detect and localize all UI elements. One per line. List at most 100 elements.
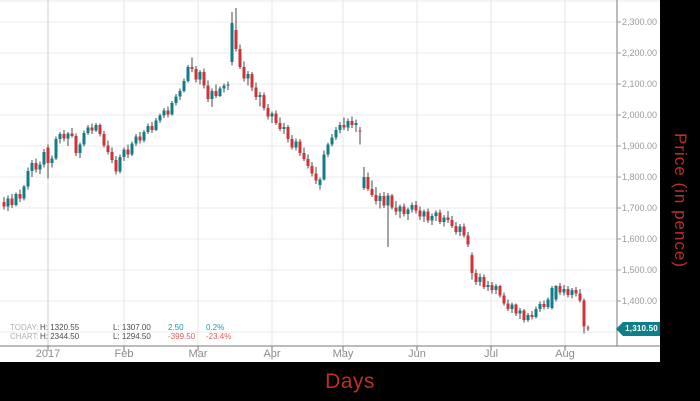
- candle-down: [110, 152, 114, 160]
- candle-up: [66, 133, 70, 139]
- y-tick-label: 1,700.00: [622, 203, 658, 213]
- candle-up: [562, 289, 566, 293]
- candle-up: [222, 85, 226, 89]
- candle-up: [142, 132, 146, 141]
- candle-up: [334, 129, 338, 138]
- candle-down: [310, 166, 314, 174]
- candle-down: [390, 195, 394, 208]
- legend-today-low: L: 1307.00: [113, 323, 151, 332]
- candle-down: [266, 108, 270, 117]
- candle-up: [338, 124, 342, 130]
- candle-down: [150, 125, 154, 130]
- candle-down: [202, 72, 206, 86]
- legend-row-today: TODAY: H: 1320.55 L: 1307.00 2.50 0.2%: [10, 323, 260, 332]
- candle-down: [462, 226, 466, 236]
- candle-down: [314, 173, 318, 181]
- candle-up: [186, 66, 190, 81]
- candle-up: [30, 163, 34, 171]
- candle-down: [234, 30, 238, 49]
- candle-up: [494, 286, 498, 291]
- candle-up: [378, 196, 382, 202]
- legend-today-percent: 0.2%: [206, 323, 225, 332]
- candle-up: [130, 143, 134, 155]
- candle-down: [254, 87, 258, 98]
- y-axis-title-band: Price (in pence): [660, 0, 700, 401]
- candle-down: [506, 303, 510, 309]
- candle-up: [406, 209, 410, 215]
- candle-up: [78, 144, 82, 153]
- x-tick-label: Aug: [555, 348, 575, 360]
- candle-up: [118, 156, 122, 172]
- candle-down: [582, 300, 586, 327]
- legend-today-high: H: 1320.55: [40, 323, 80, 332]
- candle-down: [302, 152, 306, 160]
- candle-down: [2, 201, 6, 207]
- candle-up: [22, 186, 26, 199]
- candle-down: [10, 198, 14, 205]
- candle-down: [262, 94, 266, 109]
- y-tick-label: 2,300.00: [622, 17, 658, 27]
- candle-up: [42, 152, 46, 165]
- candle-down: [242, 66, 246, 79]
- candle-up: [422, 211, 426, 217]
- legend-today-change: 2.50: [168, 323, 184, 332]
- y-tick-label: 2,000.00: [622, 110, 658, 120]
- candle-down: [342, 124, 346, 128]
- x-axis-title-band: Days: [0, 362, 700, 401]
- badge-arrow-left-icon: [616, 322, 623, 336]
- candle-down: [194, 69, 198, 80]
- candle-down: [470, 255, 474, 274]
- candle-down: [74, 136, 78, 153]
- candle-down: [98, 124, 102, 135]
- candle-down: [90, 127, 94, 131]
- candle-up: [94, 124, 98, 131]
- candle-up: [162, 110, 166, 116]
- candle-down: [542, 304, 546, 308]
- candle-down: [502, 295, 506, 304]
- candle-down: [446, 217, 450, 220]
- candle-up: [442, 217, 446, 222]
- candle-up: [54, 139, 58, 159]
- legend-chart-high: H: 2344.50: [40, 332, 80, 341]
- candle-up: [6, 198, 10, 207]
- candle-up: [230, 22, 234, 62]
- candle-up: [82, 132, 86, 145]
- candle-down: [522, 310, 526, 321]
- candle-up: [38, 164, 42, 170]
- candle-down: [482, 276, 486, 288]
- candle-up: [134, 136, 138, 144]
- candle-down: [414, 204, 418, 211]
- candle-down: [574, 290, 578, 294]
- candle-down: [46, 147, 50, 164]
- x-tick-label: 2017: [35, 348, 61, 360]
- candle-up: [174, 96, 178, 104]
- candle-up: [518, 310, 522, 314]
- legend-chart-percent: -23.4%: [206, 332, 232, 341]
- candle-up: [458, 226, 462, 233]
- legend-chart-change: -399.50: [168, 332, 196, 341]
- candlestick-chart[interactable]: [0, 0, 660, 362]
- candle-down: [394, 207, 398, 212]
- candle-up: [330, 137, 334, 145]
- candle-down: [426, 211, 430, 221]
- x-tick-label: Apr: [263, 348, 281, 360]
- candle-down: [350, 121, 354, 125]
- candle-up: [570, 290, 574, 295]
- legend-chart-label: CHART:: [10, 332, 39, 341]
- candle-up: [410, 204, 414, 210]
- candle-up: [154, 120, 158, 130]
- candle-down: [466, 235, 470, 245]
- candle-down: [206, 85, 210, 99]
- y-tick-label: 1,900.00: [622, 141, 658, 151]
- candle-up: [526, 314, 530, 321]
- y-tick-label: 1,400.00: [622, 296, 658, 306]
- candle-down: [274, 113, 278, 123]
- candle-down: [366, 177, 370, 189]
- candle-down: [70, 133, 74, 137]
- candle-up: [294, 141, 298, 148]
- candle-down: [34, 163, 38, 170]
- candle-down: [530, 314, 534, 318]
- candle-down: [166, 110, 170, 115]
- candle-down: [190, 66, 194, 70]
- candle-down: [106, 145, 110, 153]
